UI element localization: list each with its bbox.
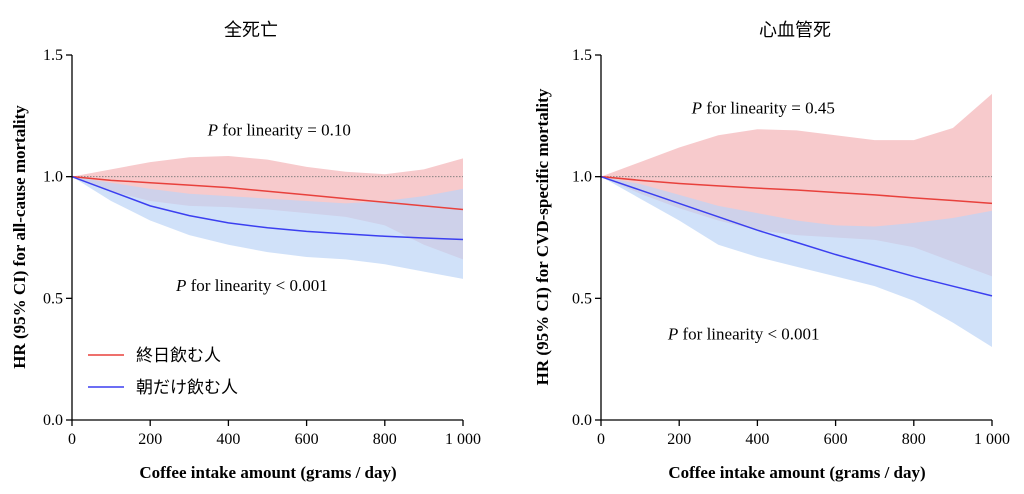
linearity-annotation-0: P for linearity = 0.45 (691, 98, 835, 117)
x-tick-label: 600 (824, 431, 848, 448)
x-tick-label: 1 000 (445, 431, 481, 448)
series-line-0 (71, 175, 464, 211)
series-line-1 (600, 175, 993, 297)
x-tick-label: 0 (597, 431, 605, 448)
y-tick-label: 0.5 (572, 290, 592, 307)
y-tick-label: 0.0 (43, 412, 63, 429)
linearity-annotation-0: P for linearity = 0.10 (207, 120, 351, 139)
legend-label-morning: 朝だけ飲む人 (136, 378, 238, 398)
series-line-1 (71, 175, 464, 241)
x-tick-label: 200 (138, 431, 162, 448)
legend-label-all-day: 終日飲む人 (136, 346, 221, 366)
series-line-0 (600, 175, 993, 205)
y-tick-label: 1.0 (43, 169, 63, 186)
x-tick-label: 400 (745, 431, 769, 448)
x-tick-label: 600 (295, 431, 319, 448)
y-tick-label: 1.5 (572, 47, 592, 64)
y-axis-title: HR (95% CI) for all-cause mortality (10, 105, 29, 369)
x-tick-label: 800 (373, 431, 397, 448)
y-axis-title: HR (95% CI) for CVD-specific mortality (533, 88, 552, 385)
linearity-annotation-1: P for linearity < 0.001 (175, 276, 328, 295)
panel-all-cause: 全死亡 Coffee intake amount (grams / day) H… (10, 20, 481, 482)
x-tick-label: 800 (902, 431, 926, 448)
panel-title: 心血管死 (759, 20, 831, 41)
x-tick-label: 0 (68, 431, 76, 448)
panel-cvd: 心血管死 Coffee intake amount (grams / day) … (533, 20, 1010, 482)
x-axis-title: Coffee intake amount (grams / day) (139, 463, 396, 482)
x-tick-label: 1 000 (974, 431, 1010, 448)
y-tick-label: 0.5 (43, 290, 63, 307)
panel-title: 全死亡 (224, 20, 278, 41)
y-tick-label: 0.0 (572, 412, 592, 429)
x-tick-label: 200 (667, 431, 691, 448)
legend: 終日飲む人 朝だけ飲む人 (88, 346, 238, 398)
y-tick-label: 1.5 (43, 47, 63, 64)
y-tick-label: 1.0 (572, 169, 592, 186)
linearity-annotation-1: P for linearity < 0.001 (667, 325, 820, 344)
x-axis-title: Coffee intake amount (grams / day) (668, 463, 925, 482)
x-tick-label: 400 (216, 431, 240, 448)
ci-band-series-1 (601, 176, 992, 347)
